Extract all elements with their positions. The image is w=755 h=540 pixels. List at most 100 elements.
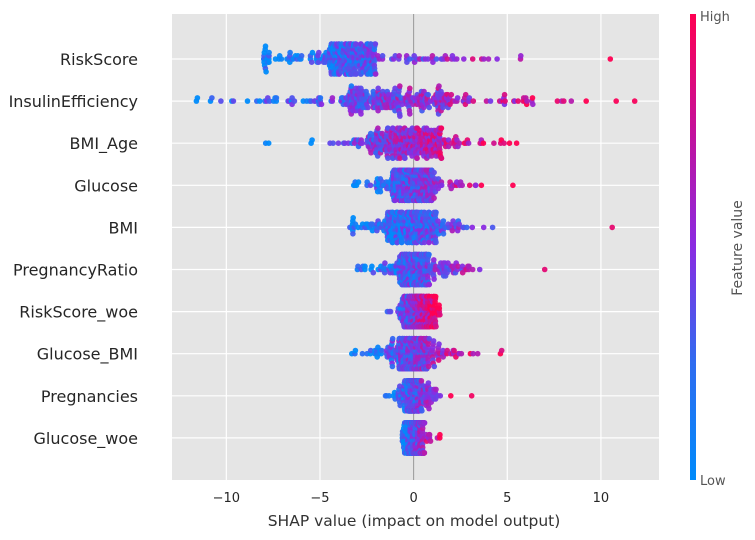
shap-point <box>437 312 443 318</box>
shap-point <box>470 98 477 104</box>
shap-point <box>455 263 461 270</box>
shap-point <box>433 323 439 330</box>
shap-point <box>370 269 377 276</box>
shap-point <box>426 405 432 412</box>
shap-point <box>426 251 432 258</box>
shap-point <box>485 56 492 62</box>
shap-point <box>524 98 530 104</box>
shap-point <box>318 101 325 108</box>
shap-point <box>265 140 272 146</box>
shap-point <box>438 182 445 189</box>
shap-point <box>469 56 476 62</box>
shap-point <box>379 53 386 59</box>
shap-point <box>466 182 473 189</box>
shap-point <box>389 363 396 370</box>
shap-point <box>372 71 379 77</box>
shap-point <box>218 98 224 104</box>
shap-point <box>386 393 392 399</box>
shap-point <box>431 363 438 370</box>
shap-point <box>309 137 315 143</box>
shap-point <box>458 350 465 357</box>
shap-point <box>510 182 516 189</box>
shap-point <box>194 95 201 101</box>
shap-point <box>448 91 455 98</box>
shap-point <box>454 56 460 62</box>
shap-point <box>414 155 420 161</box>
shap-point <box>278 56 285 62</box>
shap-point <box>501 91 508 98</box>
shap-point <box>480 140 487 146</box>
shap-point <box>329 95 336 101</box>
shap-point <box>362 263 368 270</box>
shap-point <box>426 335 433 342</box>
shap-point <box>350 231 356 237</box>
shap-point <box>266 59 272 65</box>
shap-point <box>430 59 436 65</box>
shap-point <box>444 56 451 62</box>
shap-point <box>358 111 364 117</box>
shap-point <box>372 41 379 47</box>
shap-point <box>355 179 362 185</box>
shap-point <box>529 95 536 101</box>
shap-point <box>483 98 490 104</box>
shap-point <box>399 239 405 246</box>
shap-point <box>266 49 272 56</box>
shap-point <box>506 140 513 146</box>
shap-point <box>425 363 432 370</box>
feature-label: Pregnancies <box>41 387 138 406</box>
shap-point <box>392 85 398 92</box>
shap-point <box>462 91 469 98</box>
x-tick-label: −10 <box>213 491 240 506</box>
shap-point <box>352 347 359 354</box>
shap-point <box>432 293 439 300</box>
feature-label: PregnancyRatio <box>13 261 138 280</box>
x-axis-title: SHAP value (impact on model output) <box>268 512 561 530</box>
shap-point <box>382 260 388 266</box>
shap-point <box>273 95 280 101</box>
shap-point <box>263 69 269 75</box>
beeswarm-dots <box>193 41 638 456</box>
shap-point <box>397 83 403 89</box>
shap-point <box>426 239 432 246</box>
shap-point <box>468 393 475 399</box>
shap-point <box>419 408 425 414</box>
shap-point <box>425 56 431 62</box>
shap-point <box>518 53 524 59</box>
shap-point <box>568 98 575 104</box>
colorbar-title: Feature value <box>730 200 746 296</box>
shap-point <box>389 335 396 342</box>
feature-labels: RiskScore InsulinEfficiency BMI_Age Glucose… <box>9 50 138 449</box>
shap-point <box>437 431 443 438</box>
shap-point <box>464 224 470 231</box>
shap-point <box>256 98 263 104</box>
shap-point <box>554 98 561 104</box>
shap-point <box>407 111 413 117</box>
shap-point <box>437 393 444 399</box>
shap-point <box>438 155 445 161</box>
shap-point <box>607 56 614 62</box>
shap-point <box>501 140 507 146</box>
shap-point <box>456 221 463 227</box>
shap-point <box>298 53 305 59</box>
shap-point <box>365 104 371 111</box>
shap-point <box>436 83 442 89</box>
feature-label: RiskScore_woe <box>19 303 138 323</box>
shap-point <box>317 95 324 101</box>
shap-point <box>387 308 394 315</box>
shap-point <box>438 125 445 131</box>
colorbar <box>690 14 696 480</box>
shap-point <box>433 209 439 216</box>
shap-point <box>444 347 451 354</box>
shap-point <box>502 98 508 104</box>
shap-point <box>466 263 472 270</box>
shap-point <box>489 224 496 231</box>
shap-point <box>427 438 434 444</box>
feature-label: Glucose_woe <box>34 429 138 449</box>
x-tick-label: −5 <box>310 491 329 506</box>
shap-point <box>476 266 483 273</box>
shap-point <box>350 215 357 221</box>
feature-label: BMI_Age <box>70 134 138 154</box>
shap-point <box>431 257 437 263</box>
